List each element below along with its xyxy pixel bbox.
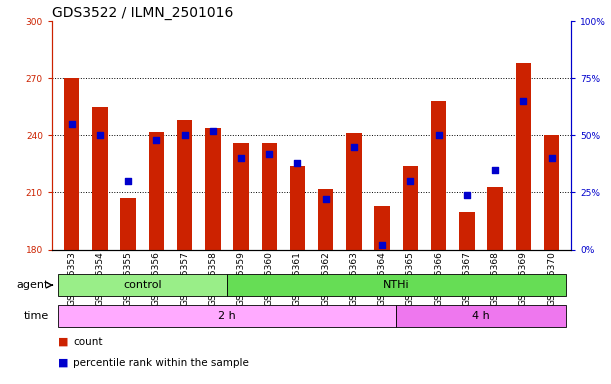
Point	[152, 137, 161, 143]
Text: 2 h: 2 h	[218, 311, 236, 321]
Point	[490, 167, 500, 173]
Bar	[64, 78, 79, 250]
Text: ■: ■	[58, 358, 68, 368]
Bar	[177, 120, 192, 250]
Bar	[318, 189, 334, 250]
Text: control: control	[123, 280, 161, 290]
Point	[462, 192, 472, 198]
Point	[321, 196, 331, 202]
Bar	[544, 136, 559, 250]
Bar	[488, 187, 503, 250]
Bar	[57, 305, 397, 327]
Bar	[227, 274, 566, 296]
Bar	[375, 206, 390, 250]
Point	[293, 160, 302, 166]
Point	[208, 128, 218, 134]
Text: time: time	[24, 311, 49, 321]
Text: NTHi: NTHi	[383, 280, 409, 290]
Bar	[57, 274, 227, 296]
Bar	[92, 107, 108, 250]
Bar	[516, 63, 531, 250]
Point	[67, 121, 76, 127]
Bar	[290, 166, 306, 250]
Bar	[262, 143, 277, 250]
Point	[123, 178, 133, 184]
Point	[547, 155, 557, 161]
Text: ■: ■	[58, 337, 68, 347]
Bar	[459, 212, 475, 250]
Bar	[205, 128, 221, 250]
Point	[95, 132, 105, 139]
Bar	[148, 132, 164, 250]
Bar	[397, 305, 566, 327]
Bar	[120, 198, 136, 250]
Point	[265, 151, 274, 157]
Point	[406, 178, 415, 184]
Point	[518, 98, 528, 104]
Bar	[431, 101, 447, 250]
Point	[377, 242, 387, 248]
Text: 4 h: 4 h	[472, 311, 490, 321]
Bar	[346, 134, 362, 250]
Bar	[233, 143, 249, 250]
Text: count: count	[73, 337, 103, 347]
Point	[236, 155, 246, 161]
Point	[434, 132, 444, 139]
Point	[349, 144, 359, 150]
Point	[180, 132, 189, 139]
Text: percentile rank within the sample: percentile rank within the sample	[73, 358, 249, 368]
Bar	[403, 166, 418, 250]
Text: GDS3522 / ILMN_2501016: GDS3522 / ILMN_2501016	[52, 6, 233, 20]
Text: agent: agent	[16, 280, 49, 290]
